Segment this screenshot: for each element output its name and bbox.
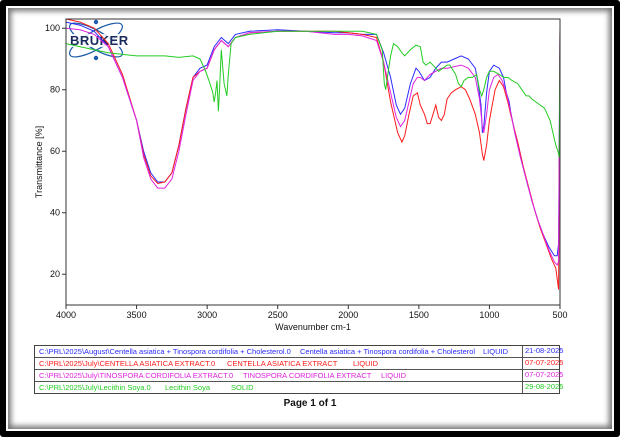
y-tick-label: 20 [50,269,60,279]
plot-frame [65,18,561,306]
spectra-legend-table: C:\PRL\2025\August\Centella asiatica + T… [34,345,563,394]
x-tick-label: 3000 [197,310,217,320]
x-tick-label: 1000 [479,310,499,320]
x-tick-label: 2000 [338,310,358,320]
logo-dot [93,19,99,25]
spectrum-line [66,27,560,266]
legend-date: 07-07-2025 [522,370,563,381]
legend-row: C:\PRL\2025\July\TINOSPORA CORDIFOLIA EX… [35,370,563,382]
legend-file-path: C:\PRL\2025\July\Lecithin Soya.0 [39,383,151,392]
legend-date: 07-07-2025 [522,358,563,369]
spectrum-line [66,19,560,290]
page-indicator: Page 1 of 1 [283,398,337,409]
legend-row: C:\PRL\2025\August\Centella asiatica + T… [35,346,563,358]
legend-file-path: C:\PRL\2025\July\CENTELLA ASIATICA EXTRA… [39,359,216,368]
report-page [8,8,612,429]
x-tick-label: 3500 [127,310,147,320]
y-tick-label: 40 [50,208,60,218]
spectrum-line [66,28,560,158]
bruker-logo: BRUKER [68,19,148,61]
legend-file-path: C:\PRL\2025\July\TINOSPORA CORDIFOLIA EX… [39,371,234,380]
logo-wordmark: BRUKER [70,33,129,48]
y-tick-label: 80 [50,85,60,95]
plot-area: 4000 3500 3000 2500 2000 1500 1000 500 20 40 60 80 1… [34,18,568,332]
logo-text-bg [68,34,148,47]
y-tick-label: 60 [50,146,60,156]
y-axis-label: Transmittance [%] [34,126,44,198]
legend-sample-name: CENTELLA ASIATICA EXTRACT [227,359,338,368]
legend-file-path: C:\PRL\2025\August\Centella asiatica + T… [39,347,291,356]
legend-date: 29-08-2025 [522,382,563,393]
legend-sample-state: LIQUID [353,359,379,368]
logo-dot [93,55,99,61]
legend-sample-state: LIQUID [381,371,407,380]
legend-sample-state: LIQUID [483,347,509,356]
legend-sample-name: Centella asiatica + Tinospora cordifolia… [300,347,476,356]
legend-sample-state: SOLID [231,383,254,392]
legend-row: C:\PRL\2025\July\Lecithin Soya.0 Lecithi… [35,382,563,394]
x-axis-label: Wavenumber cm-1 [275,322,351,332]
legend-sample-name: Lecithin Soya [165,383,211,392]
logo-orbit [69,22,123,58]
logo-orbit [69,22,123,58]
legend-date: 21-08-2025 [522,346,563,357]
x-tick-label: 4000 [56,310,76,320]
x-tick-label: 1500 [409,310,429,320]
x-tick-label: 500 [552,310,567,320]
x-tick-label: 2500 [268,310,288,320]
y-tick-label: 100 [45,23,60,33]
legend-sample-name: TINOSPORA CORDIFOLIA EXTRACT [243,371,372,380]
legend-row: C:\PRL\2025\July\CENTELLA ASIATICA EXTRA… [35,358,563,370]
